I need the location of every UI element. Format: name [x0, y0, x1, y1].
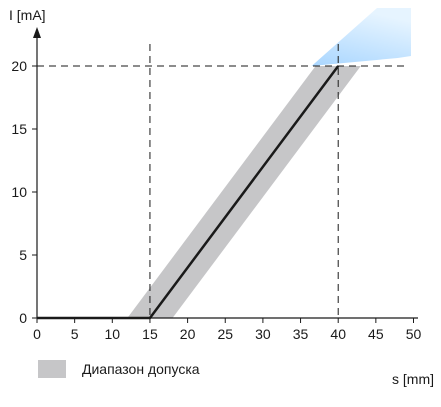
legend-label: Диапазон допуска	[82, 361, 200, 377]
x-tick-label: 10	[105, 326, 121, 342]
series-line	[37, 65, 340, 320]
x-tick-label: 25	[217, 326, 233, 342]
reference-lines-layer	[37, 44, 404, 318]
x-tick-label: 15	[142, 326, 158, 342]
y-tick-label: 15	[11, 121, 27, 137]
y-tick-label: 20	[11, 58, 27, 74]
x-tick-label: 5	[71, 326, 79, 342]
x-tick-label: 35	[293, 326, 309, 342]
tick-labels-layer: 0 5 10 15 20 25 30 35 40 45 50 0 5 10 15 20	[11, 58, 421, 342]
x-tick-label: 40	[330, 326, 346, 342]
x-tick-label: 0	[33, 326, 41, 342]
series-layer	[37, 65, 340, 320]
x-tick-label: 20	[180, 326, 196, 342]
x-tick-label: 30	[255, 326, 271, 342]
legend-swatch	[38, 360, 66, 378]
y-axis-label: I [mA]	[9, 7, 46, 23]
x-tick-label: 50	[406, 326, 422, 342]
y-tick-label: 5	[19, 247, 27, 263]
y-tick-label: 10	[11, 184, 27, 200]
tolerance-band-extension	[311, 8, 411, 66]
x-axis-label: s [mm]	[392, 371, 434, 387]
axes-layer	[32, 27, 418, 323]
y-axis-arrow	[33, 27, 41, 38]
y-tick-label: 0	[19, 310, 27, 326]
tolerance-band-layer	[127, 8, 411, 318]
x-tick-label: 45	[368, 326, 384, 342]
